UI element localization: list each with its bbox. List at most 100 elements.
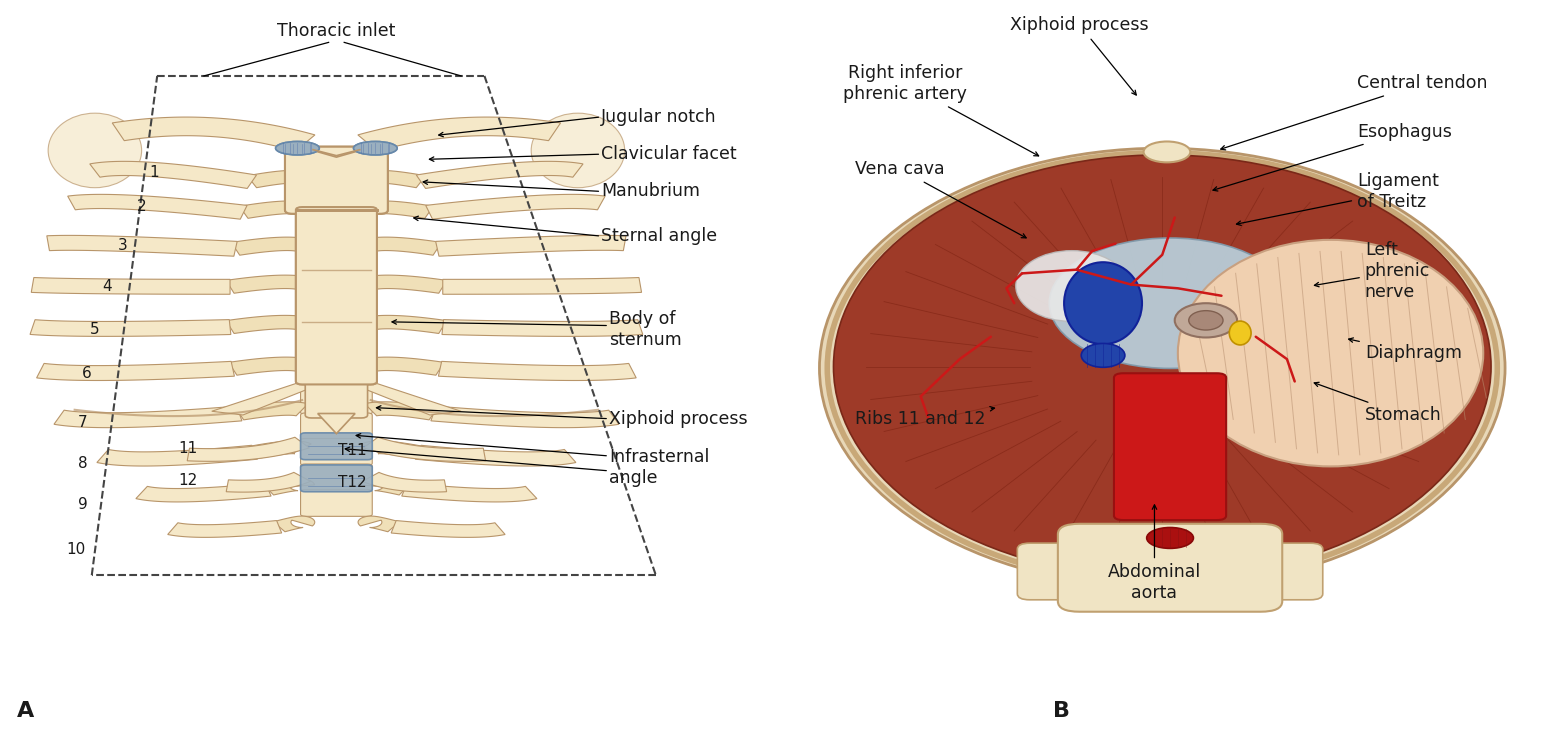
FancyBboxPatch shape xyxy=(301,311,372,338)
Text: Vena cava: Vena cava xyxy=(855,160,1026,238)
Text: B: B xyxy=(1054,701,1071,720)
FancyBboxPatch shape xyxy=(1058,524,1282,612)
Ellipse shape xyxy=(1049,238,1291,369)
FancyBboxPatch shape xyxy=(301,465,372,491)
Polygon shape xyxy=(318,414,354,434)
Text: Central tendon: Central tendon xyxy=(1221,74,1488,150)
Text: 6: 6 xyxy=(83,367,92,381)
Text: 5: 5 xyxy=(91,322,100,337)
Text: T11: T11 xyxy=(337,443,367,458)
Text: 10: 10 xyxy=(67,542,86,557)
Text: 1: 1 xyxy=(150,165,159,180)
FancyBboxPatch shape xyxy=(301,286,372,312)
Polygon shape xyxy=(364,381,460,415)
Ellipse shape xyxy=(1144,141,1191,162)
Polygon shape xyxy=(426,194,606,219)
Text: Ribs 11 and 12: Ribs 11 and 12 xyxy=(855,407,994,428)
Text: 2: 2 xyxy=(137,199,147,214)
FancyBboxPatch shape xyxy=(286,147,387,214)
FancyBboxPatch shape xyxy=(301,209,372,236)
FancyBboxPatch shape xyxy=(306,376,367,418)
Text: A: A xyxy=(17,701,34,720)
Polygon shape xyxy=(357,516,400,532)
Text: 11: 11 xyxy=(180,441,198,456)
Polygon shape xyxy=(250,441,311,459)
Polygon shape xyxy=(226,316,308,334)
FancyBboxPatch shape xyxy=(301,433,372,460)
Text: 4: 4 xyxy=(103,278,112,293)
Polygon shape xyxy=(30,319,231,337)
Text: 9: 9 xyxy=(78,497,87,512)
Polygon shape xyxy=(436,236,626,257)
Ellipse shape xyxy=(1175,303,1236,337)
Polygon shape xyxy=(357,479,411,495)
Polygon shape xyxy=(443,278,642,294)
Polygon shape xyxy=(357,117,560,151)
Polygon shape xyxy=(273,516,315,532)
Ellipse shape xyxy=(1082,343,1125,367)
Polygon shape xyxy=(417,162,584,188)
FancyBboxPatch shape xyxy=(301,413,372,440)
Text: Left
phrenic
nerve: Left phrenic nerve xyxy=(1314,242,1430,301)
Text: Xiphoid process: Xiphoid process xyxy=(1010,16,1149,95)
Polygon shape xyxy=(364,201,434,218)
Polygon shape xyxy=(365,316,446,334)
Polygon shape xyxy=(365,275,446,293)
Polygon shape xyxy=(112,117,315,151)
Ellipse shape xyxy=(353,141,396,155)
Ellipse shape xyxy=(1065,263,1143,344)
Text: Manubrium: Manubrium xyxy=(601,183,701,200)
Ellipse shape xyxy=(276,141,320,155)
Text: Diaphragm: Diaphragm xyxy=(1349,338,1461,362)
Polygon shape xyxy=(392,521,506,537)
Polygon shape xyxy=(262,479,315,495)
Text: Clavicular facet: Clavicular facet xyxy=(601,145,737,163)
Polygon shape xyxy=(91,162,256,188)
Ellipse shape xyxy=(48,113,142,188)
Text: Esophagus: Esophagus xyxy=(1213,123,1452,191)
Polygon shape xyxy=(365,237,442,255)
Text: Abdominal
aorta: Abdominal aorta xyxy=(1108,505,1200,602)
Polygon shape xyxy=(212,381,309,415)
Polygon shape xyxy=(362,473,446,492)
Ellipse shape xyxy=(834,155,1491,578)
Polygon shape xyxy=(167,521,281,537)
Polygon shape xyxy=(226,275,308,293)
Text: Ligament
of Treitz: Ligament of Treitz xyxy=(1236,172,1439,225)
FancyBboxPatch shape xyxy=(301,362,372,389)
Ellipse shape xyxy=(1189,310,1222,330)
Polygon shape xyxy=(55,406,242,428)
Text: Jugular notch: Jugular notch xyxy=(601,108,716,126)
FancyBboxPatch shape xyxy=(297,207,376,384)
Polygon shape xyxy=(365,357,445,375)
Text: 3: 3 xyxy=(119,239,128,254)
Ellipse shape xyxy=(276,141,320,155)
Polygon shape xyxy=(136,483,272,502)
Polygon shape xyxy=(431,406,618,428)
Text: Right inferior
phrenic artery: Right inferior phrenic artery xyxy=(843,64,1038,156)
FancyBboxPatch shape xyxy=(301,438,372,465)
Text: Stomach: Stomach xyxy=(1314,382,1441,424)
Text: Sternal angle: Sternal angle xyxy=(601,227,718,245)
Ellipse shape xyxy=(1147,527,1194,548)
Polygon shape xyxy=(401,483,537,502)
FancyBboxPatch shape xyxy=(297,207,376,384)
Ellipse shape xyxy=(531,113,624,188)
Text: 7: 7 xyxy=(78,415,87,430)
FancyBboxPatch shape xyxy=(301,387,372,414)
Polygon shape xyxy=(226,473,311,492)
Polygon shape xyxy=(362,441,423,459)
FancyBboxPatch shape xyxy=(301,464,372,491)
Polygon shape xyxy=(236,402,308,420)
FancyBboxPatch shape xyxy=(301,183,372,210)
FancyBboxPatch shape xyxy=(301,489,372,516)
Text: 12: 12 xyxy=(180,473,198,488)
Ellipse shape xyxy=(1179,240,1483,467)
Polygon shape xyxy=(442,319,643,337)
FancyBboxPatch shape xyxy=(301,260,372,286)
Text: Thoracic inlet: Thoracic inlet xyxy=(278,22,395,40)
FancyBboxPatch shape xyxy=(286,147,387,214)
Ellipse shape xyxy=(1229,321,1250,345)
Text: 8: 8 xyxy=(78,456,87,471)
FancyBboxPatch shape xyxy=(1243,543,1322,600)
